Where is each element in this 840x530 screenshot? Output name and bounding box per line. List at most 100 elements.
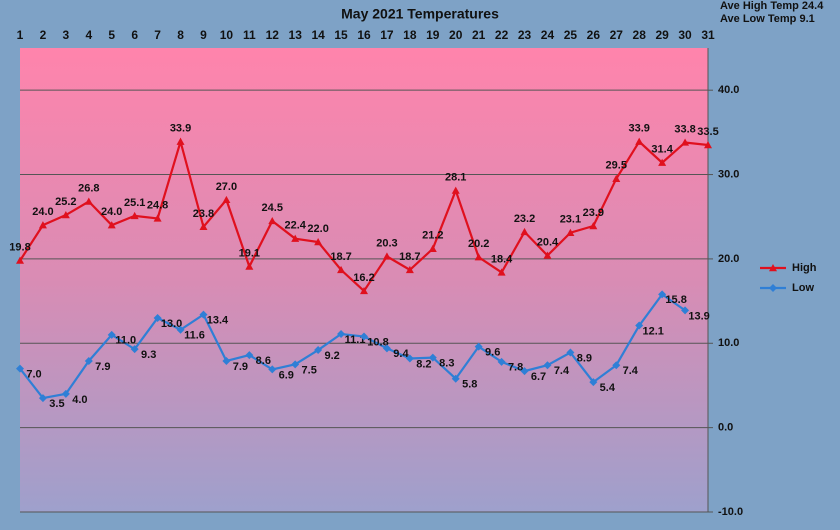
data-label: 4.0 — [72, 394, 87, 406]
data-label: 25.2 — [55, 196, 76, 208]
x-tick-label: 1 — [17, 28, 24, 42]
data-point — [589, 222, 598, 230]
data-point — [38, 221, 47, 229]
x-tick-label: 2 — [40, 28, 47, 42]
data-label: 9.4 — [393, 348, 409, 360]
data-label: 7.8 — [508, 362, 523, 374]
x-tick-label: 28 — [633, 28, 647, 42]
x-tick-label: 10 — [220, 28, 234, 42]
legend-marker — [769, 264, 777, 272]
data-label: 31.4 — [651, 144, 673, 156]
data-label: 11.6 — [184, 330, 205, 342]
data-point — [222, 195, 231, 204]
data-label: 24.8 — [147, 199, 168, 211]
data-point — [84, 356, 93, 365]
data-label: 9.3 — [141, 349, 156, 361]
data-label: 5.4 — [600, 382, 616, 394]
data-label: 23.2 — [514, 213, 535, 225]
legend-label: High — [792, 262, 817, 274]
data-label: 8.6 — [256, 355, 271, 367]
data-label: 26.8 — [78, 182, 99, 194]
data-point — [360, 332, 368, 341]
chart-title: May 2021 Temperatures — [341, 6, 499, 22]
data-label: 25.1 — [124, 197, 145, 209]
x-tick-label: 19 — [426, 28, 440, 42]
data-point — [61, 389, 70, 398]
y-tick-label: -10.0 — [718, 506, 743, 518]
data-point — [176, 325, 185, 334]
data-label: 7.4 — [623, 365, 639, 377]
data-label: 5.8 — [462, 379, 477, 391]
data-point — [589, 378, 598, 387]
data-point — [291, 234, 300, 242]
data-point — [153, 214, 162, 222]
data-point — [520, 227, 529, 236]
data-point — [704, 141, 712, 149]
data-point — [543, 361, 552, 370]
data-point — [268, 216, 277, 225]
x-tick-label: 6 — [131, 28, 138, 42]
data-point — [451, 186, 460, 194]
x-tick-label: 14 — [311, 28, 325, 42]
x-tick-label: 17 — [380, 28, 394, 42]
data-point — [382, 252, 391, 260]
y-tick-label: 40.0 — [718, 84, 739, 96]
data-label: 13.0 — [161, 318, 182, 330]
data-point — [543, 251, 552, 259]
data-point — [635, 321, 644, 330]
data-point — [658, 290, 667, 299]
y-tick-label: 0.0 — [718, 422, 733, 434]
x-tick-label: 16 — [357, 28, 371, 42]
data-point — [153, 313, 162, 322]
data-label: 24.0 — [32, 206, 53, 218]
data-point — [360, 286, 368, 295]
x-tick-label: 11 — [243, 28, 256, 42]
x-tick-label: 25 — [564, 28, 578, 42]
data-point — [520, 367, 529, 376]
data-point — [245, 262, 254, 270]
data-point — [635, 137, 644, 145]
data-point — [337, 265, 346, 274]
data-label: 16.2 — [353, 272, 374, 284]
data-label: 18.7 — [330, 251, 351, 263]
x-tick-label: 27 — [610, 28, 624, 42]
data-point — [382, 344, 391, 353]
data-point — [61, 211, 70, 219]
data-label: 22.0 — [307, 223, 328, 235]
data-label: 27.0 — [216, 181, 237, 193]
data-point — [291, 360, 300, 369]
x-tick-label: 15 — [334, 28, 348, 42]
data-point — [199, 310, 208, 319]
data-point — [451, 374, 460, 383]
data-label: 13.9 — [688, 310, 709, 322]
data-label: 8.3 — [439, 358, 454, 370]
data-label: 6.7 — [531, 371, 546, 383]
data-point — [314, 346, 323, 355]
data-label: 33.5 — [697, 126, 718, 138]
data-label: 19.1 — [239, 247, 260, 259]
x-tick-label: 22 — [495, 28, 509, 42]
data-point — [681, 138, 690, 146]
series-line — [19, 292, 686, 400]
data-label: 7.9 — [95, 361, 110, 373]
x-tick-label: 12 — [266, 28, 280, 42]
data-label: 7.9 — [233, 361, 248, 373]
data-label: 22.4 — [284, 220, 306, 232]
data-label: 24.0 — [101, 206, 122, 218]
data-label: 20.3 — [376, 237, 397, 249]
data-point — [428, 244, 437, 252]
data-label: 13.4 — [207, 314, 229, 326]
data-label: 21.2 — [422, 230, 443, 242]
data-point — [405, 265, 414, 274]
x-tick-label: 26 — [587, 28, 601, 42]
data-point — [107, 330, 116, 339]
plot-area — [20, 48, 708, 512]
y-tick-label: 10.0 — [718, 337, 739, 349]
data-point — [405, 354, 414, 363]
data-point — [474, 253, 483, 261]
data-label: 10.8 — [367, 336, 388, 348]
data-label: 28.1 — [445, 171, 466, 183]
x-tick-label: 5 — [108, 28, 115, 42]
x-tick-label: 20 — [449, 28, 463, 42]
